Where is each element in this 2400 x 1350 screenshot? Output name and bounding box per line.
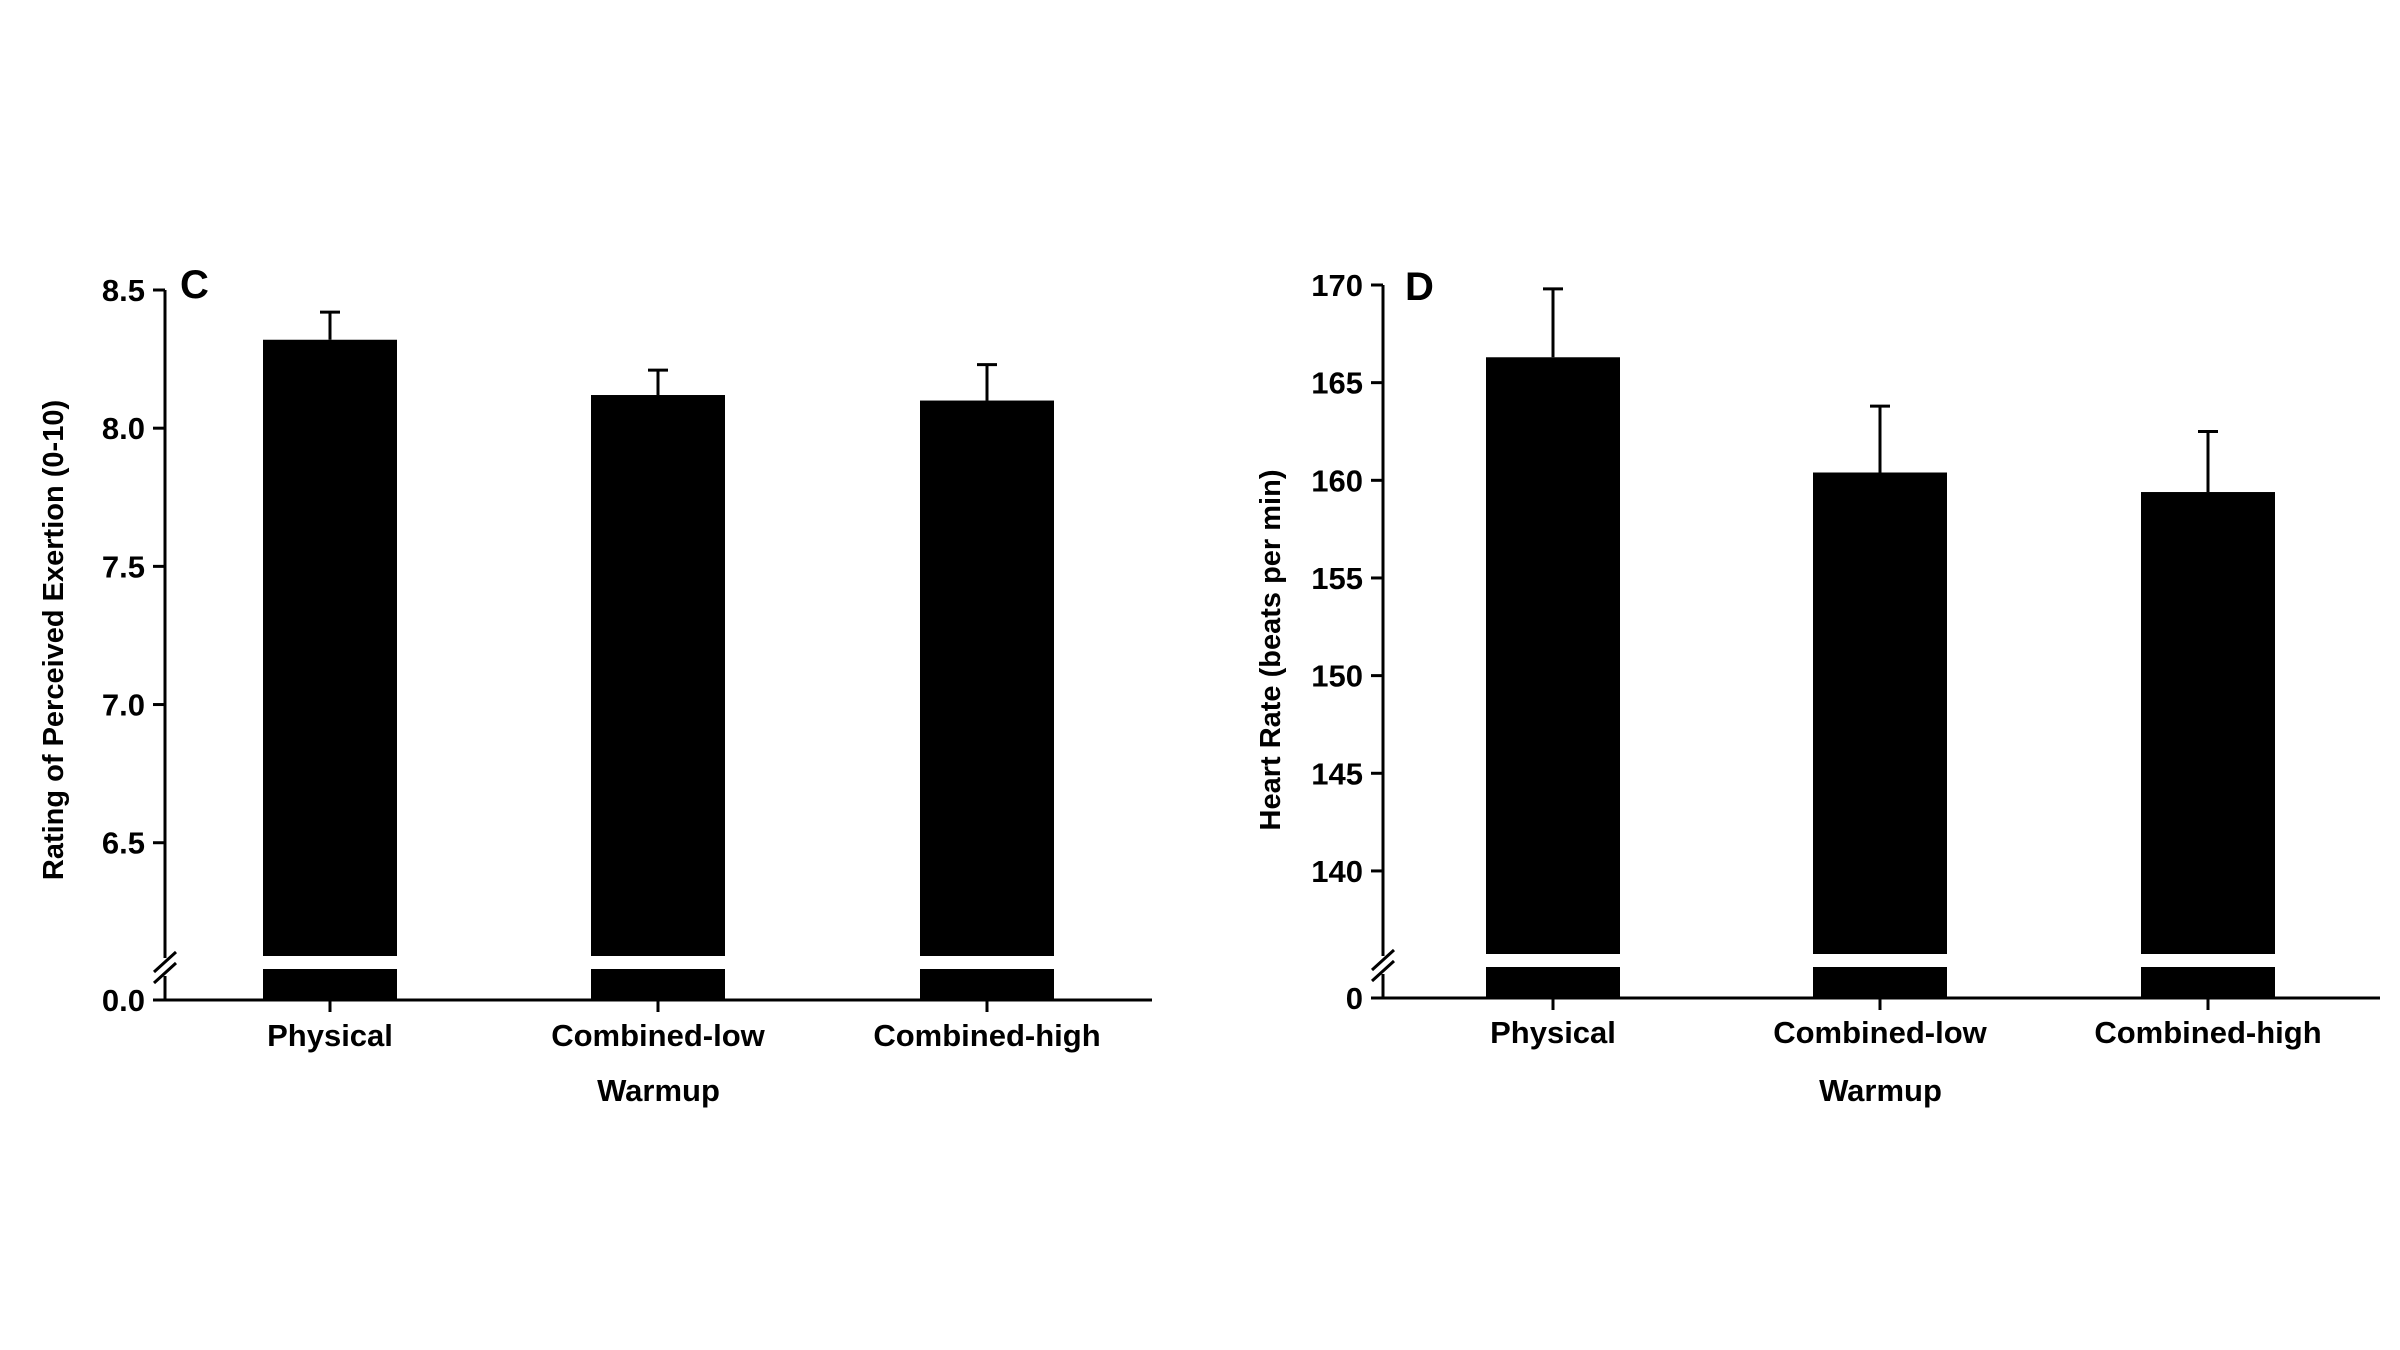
bar-break-gap (262, 956, 398, 969)
x-tick-label: Combined-low (551, 1018, 765, 1053)
y-axis-title: Heart Rate (beats per min) (1255, 470, 1287, 831)
bar (1486, 357, 1620, 998)
axis-break-mark (152, 950, 178, 974)
y-tick-label: 7.0 (102, 688, 145, 723)
bar (920, 400, 1054, 1001)
bar-break-gap (1485, 954, 1621, 967)
y-tick-label: 7.5 (102, 549, 145, 584)
x-axis-title: Warmup (597, 1073, 720, 1108)
y-tick-label: 150 (1311, 659, 1363, 694)
bar-break-gap (590, 956, 726, 969)
bar (2141, 492, 2275, 998)
bar-break-gap (2140, 954, 2276, 967)
y-tick-label: 145 (1311, 756, 1363, 791)
y-tick-label-base: 0 (1346, 981, 1363, 1016)
x-axis-title: Warmup (1819, 1073, 1942, 1108)
y-tick-label: 170 (1311, 268, 1363, 303)
y-tick-label: 160 (1311, 463, 1363, 498)
chart-panel-C: 6.5 7.0 7.5 8.0 8.5 0.0 Physical Combined-low Co… (38, 263, 1152, 1108)
axis-break-mark (152, 961, 178, 985)
bar (1813, 472, 1947, 998)
bar (591, 395, 725, 1000)
chart-panel-D: 140 145 150 155 160 165 170 0 Physical Combined-l… (1255, 265, 2380, 1108)
x-tick-label: Combined-high (2094, 1015, 2321, 1050)
bar-break-gap (919, 956, 1055, 969)
y-tick-label: 8.0 (102, 411, 145, 446)
panel-label: D (1405, 265, 1434, 309)
bar-break-gap (1812, 954, 1948, 967)
y-tick-label: 155 (1311, 561, 1363, 596)
x-tick-label: Physical (267, 1018, 393, 1053)
y-tick-label: 165 (1311, 366, 1363, 401)
y-tick-label: 8.5 (102, 273, 145, 308)
y-tick-label: 6.5 (102, 826, 145, 861)
y-tick-label-base: 0.0 (102, 983, 145, 1018)
axis-break-mark (1370, 959, 1396, 983)
bar (263, 339, 397, 1000)
y-axis-title: Rating of Perceived Exertion (0-10) (38, 400, 70, 880)
x-tick-label: Combined-low (1773, 1015, 1987, 1050)
axis-break-mark (1370, 948, 1396, 972)
y-tick-label: 140 (1311, 854, 1363, 889)
x-tick-label: Combined-high (873, 1018, 1100, 1053)
x-tick-label: Physical (1490, 1015, 1616, 1050)
panel-label: C (180, 263, 209, 307)
